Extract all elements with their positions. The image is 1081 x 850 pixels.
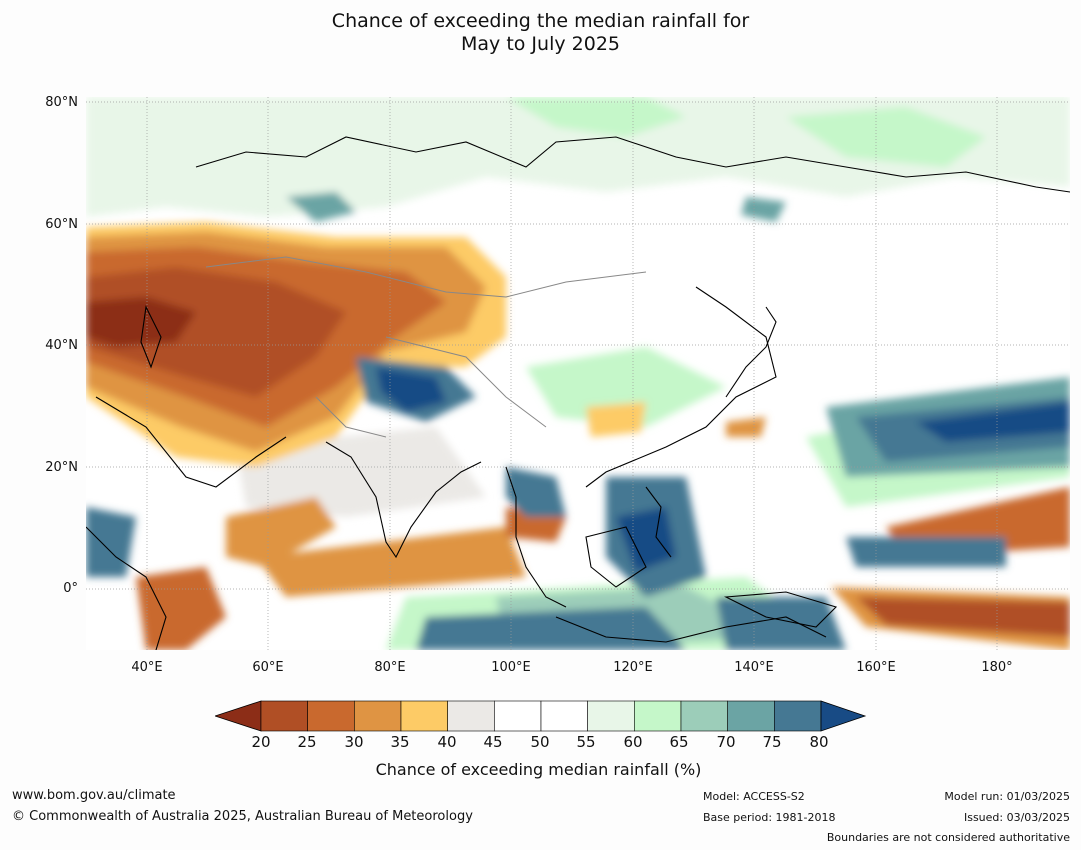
lat-label-60n: 60°N bbox=[45, 217, 78, 232]
shade-arctic-green bbox=[786, 107, 986, 167]
lon-label-160e: 160°E bbox=[856, 660, 896, 675]
shade-pacific-wet-core bbox=[916, 402, 1070, 442]
colorbar-tick-25: 25 bbox=[297, 733, 317, 751]
lat-label-80n: 80°N bbox=[45, 95, 78, 110]
shade-africa-wet bbox=[86, 507, 136, 577]
lon-label-140e: 140°E bbox=[734, 660, 774, 675]
se-asia-outline bbox=[505, 466, 567, 608]
lon-label-180: 180° bbox=[981, 660, 1013, 675]
philippines-outline bbox=[645, 486, 672, 558]
colorbar-tick-50: 50 bbox=[530, 733, 550, 751]
indonesia-outline bbox=[555, 616, 827, 643]
colorbar-high-extend bbox=[820, 700, 867, 732]
graticule bbox=[86, 97, 1070, 650]
shade-ural-teal bbox=[286, 192, 356, 222]
colorbar-low-extend bbox=[215, 700, 262, 732]
colorbar-tick-75: 75 bbox=[762, 733, 782, 751]
colorbar-bin bbox=[354, 700, 402, 732]
shade-pacific-dry-south-25 bbox=[856, 597, 1070, 637]
east-asia-coast bbox=[585, 286, 777, 488]
shade-central-asia-core bbox=[86, 297, 196, 347]
colorbar-tick-40: 40 bbox=[437, 733, 457, 751]
japan-outline bbox=[725, 306, 777, 398]
colorbar-tick-45: 45 bbox=[483, 733, 503, 751]
colorbar-tick-80: 80 bbox=[809, 733, 829, 751]
shade-south-pacific-wet bbox=[716, 597, 846, 650]
lon-label-100e: 100°E bbox=[491, 660, 531, 675]
colorbar-bin bbox=[587, 700, 635, 732]
colorbar-tick-55: 55 bbox=[576, 733, 596, 751]
chart-title: Chance of exceeding the median rainfall … bbox=[0, 10, 1081, 56]
colorbar-bin bbox=[400, 700, 448, 732]
lat-label-0: 0° bbox=[63, 581, 78, 596]
colorbar-tick-35: 35 bbox=[390, 733, 410, 751]
shade-sea-wet bbox=[506, 467, 566, 517]
probability-shading bbox=[86, 97, 1070, 650]
africa-east-coast bbox=[86, 526, 167, 650]
colorbar-tick-70: 70 bbox=[716, 733, 736, 751]
colorbar-tick-30: 30 bbox=[344, 733, 364, 751]
rainfall-map bbox=[86, 97, 1070, 650]
colorbar-tick-60: 60 bbox=[623, 733, 643, 751]
colorbar-bin bbox=[727, 700, 775, 732]
rainfall-map-svg bbox=[86, 97, 1070, 650]
footer-base-period: Base period: 1981-2018 bbox=[703, 811, 836, 824]
country-boundaries bbox=[205, 256, 647, 438]
colorbar-bin bbox=[307, 700, 355, 732]
shade-pacific-band-wet bbox=[846, 537, 1006, 567]
footer-model-run: Model run: 01/03/2025 bbox=[944, 790, 1070, 803]
shade-tibet-wet-core bbox=[376, 367, 446, 412]
shade-africa-dry bbox=[136, 567, 226, 650]
shade-china-dry-patch bbox=[586, 402, 646, 437]
colorbar-bin bbox=[680, 700, 728, 732]
footer-model: Model: ACCESS-S2 bbox=[703, 790, 805, 803]
caspian-outline bbox=[140, 305, 162, 369]
shade-philippines-core bbox=[616, 507, 676, 572]
shade-japan-dry-patch bbox=[726, 417, 766, 437]
india-outline bbox=[325, 441, 482, 559]
shade-north-siberia-green bbox=[506, 97, 686, 137]
arctic-coast bbox=[195, 136, 1070, 193]
lon-label-120e: 120°E bbox=[613, 660, 653, 675]
lon-label-40e: 40°E bbox=[131, 660, 163, 675]
footer-disclaimer: Boundaries are not considered authoritat… bbox=[826, 831, 1070, 844]
title-line-2: May to July 2025 bbox=[461, 33, 620, 55]
shade-siberia-teal bbox=[741, 197, 786, 222]
colorbar-bin bbox=[447, 700, 495, 732]
lat-label-40n: 40°N bbox=[45, 338, 78, 353]
title-line-1: Chance of exceeding the median rainfall … bbox=[331, 10, 750, 32]
colorbar-bin bbox=[540, 700, 588, 732]
colorbar-bin bbox=[774, 700, 822, 732]
borneo-outline bbox=[585, 526, 647, 588]
shade-south-indian-wet bbox=[416, 607, 686, 650]
footer-copyright: © Commonwealth of Australia 2025, Austra… bbox=[12, 809, 473, 824]
colorbar-tick-65: 65 bbox=[669, 733, 689, 751]
colorbar-bin bbox=[260, 700, 308, 732]
colorbar-tick-20: 20 bbox=[251, 733, 271, 751]
coastlines bbox=[86, 136, 1070, 650]
shade-arabian-sea-dry bbox=[226, 497, 336, 567]
new-guinea-outline bbox=[723, 591, 838, 628]
footer-website: www.bom.gov.au/climate bbox=[12, 788, 176, 803]
lat-label-20n: 20°N bbox=[45, 460, 78, 475]
shade-indian-ocean-dry bbox=[256, 527, 526, 597]
lon-label-80e: 80°E bbox=[374, 660, 406, 675]
arabia-outline bbox=[95, 396, 287, 488]
shade-china-green bbox=[526, 347, 726, 427]
colorbar-bin bbox=[634, 700, 682, 732]
colorbar-bin bbox=[494, 700, 542, 732]
colorbar-bins bbox=[260, 700, 822, 732]
colorbar bbox=[215, 700, 867, 732]
footer-issued: Issued: 03/03/2025 bbox=[963, 811, 1070, 824]
colorbar-title: Chance of exceeding median rainfall (%) bbox=[375, 760, 702, 779]
lon-label-60e: 60°E bbox=[252, 660, 284, 675]
